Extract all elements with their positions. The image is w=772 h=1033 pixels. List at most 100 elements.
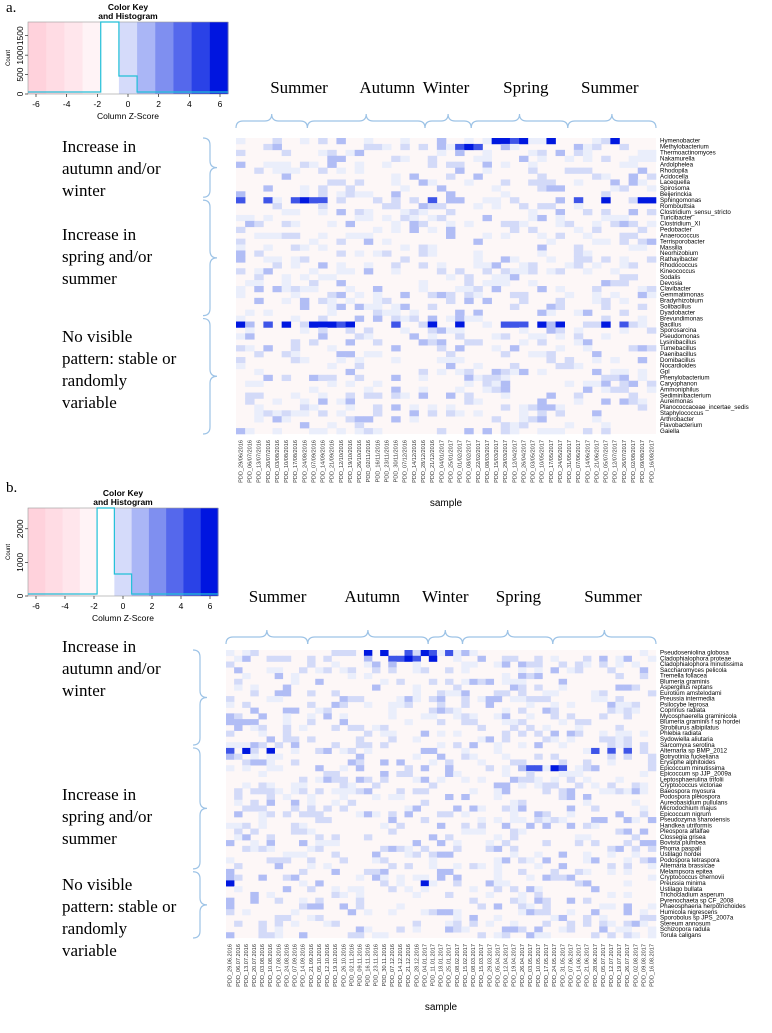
heatmap-cell bbox=[500, 404, 511, 411]
heatmap-cell bbox=[637, 357, 648, 364]
heatmap-cell bbox=[582, 868, 592, 875]
heatmap-cell bbox=[327, 297, 337, 305]
heatmap-cell bbox=[509, 291, 520, 299]
row-label: Spirosoma bbox=[660, 185, 690, 192]
heatmap-cell bbox=[234, 684, 243, 691]
heatmap-cell bbox=[628, 173, 639, 180]
heatmap-cell bbox=[615, 736, 624, 743]
heatmap-cell bbox=[445, 920, 454, 927]
heatmap-cell bbox=[409, 333, 419, 340]
heatmap-cell bbox=[372, 315, 383, 322]
heatmap-cell bbox=[564, 155, 575, 162]
heatmap-cell bbox=[619, 398, 629, 405]
heatmap-cell bbox=[628, 392, 639, 399]
heatmap-cell bbox=[315, 914, 324, 922]
heatmap-cell bbox=[282, 874, 292, 881]
heatmap-cell bbox=[599, 817, 608, 824]
heatmap-cell bbox=[573, 256, 584, 263]
heatmap-cell bbox=[418, 339, 429, 346]
heatmap-cell bbox=[427, 179, 438, 186]
heatmap-cell bbox=[363, 303, 374, 310]
heatmap-cell bbox=[436, 291, 447, 299]
heatmap-cell bbox=[380, 822, 389, 829]
heatmap-cell bbox=[518, 857, 527, 864]
heatmap-cell bbox=[355, 811, 365, 818]
heatmap-cell bbox=[299, 410, 310, 417]
heatmap-cell bbox=[566, 770, 576, 778]
heatmap-cell bbox=[464, 286, 474, 293]
heatmap-cell bbox=[628, 274, 639, 281]
heatmap-cell bbox=[637, 286, 648, 293]
row-label: Stereum annosum bbox=[660, 920, 711, 927]
heatmap-cell bbox=[428, 707, 438, 714]
heatmap-cell bbox=[412, 650, 422, 657]
heatmap-cell bbox=[537, 149, 547, 157]
column-label: PDD_03/08/2016 bbox=[275, 440, 281, 483]
heatmap-cell bbox=[558, 817, 568, 824]
group-label: autumn and/or bbox=[62, 659, 161, 678]
heatmap-cell bbox=[526, 713, 535, 720]
heatmap-cell bbox=[501, 765, 511, 772]
key-xtick-label: 2 bbox=[150, 601, 155, 611]
heatmap-cell bbox=[263, 197, 273, 204]
heatmap-cell bbox=[491, 280, 502, 287]
heatmap-cell bbox=[445, 834, 454, 841]
heatmap-cell bbox=[631, 782, 641, 789]
heatmap-cell bbox=[258, 822, 267, 829]
heatmap-cell bbox=[558, 661, 568, 668]
heatmap-cell bbox=[388, 701, 397, 708]
heatmap-cell bbox=[436, 138, 447, 145]
heatmap-cell bbox=[299, 880, 308, 887]
heatmap-cell bbox=[546, 428, 556, 435]
heatmap-cell bbox=[263, 232, 273, 239]
heatmap-cell bbox=[299, 776, 308, 783]
heatmap-cell bbox=[299, 422, 310, 429]
heatmap-cell bbox=[477, 932, 486, 939]
heatmap-cell bbox=[623, 701, 632, 708]
row-label: Aureobasidium pullulans bbox=[660, 799, 727, 806]
heatmap-cell bbox=[420, 845, 430, 852]
row-label: Hymenobacter bbox=[660, 138, 700, 145]
heatmap-cell bbox=[555, 149, 565, 157]
heatmap-cell bbox=[245, 321, 255, 328]
heatmap-cell bbox=[254, 268, 264, 275]
heatmap-cell bbox=[550, 701, 559, 708]
season-brace bbox=[552, 629, 657, 645]
heatmap-cell bbox=[427, 203, 438, 210]
heatmap-cell bbox=[599, 713, 608, 720]
heatmap-cell bbox=[639, 805, 649, 812]
heatmap-cell bbox=[469, 742, 478, 749]
heatmap-cell bbox=[307, 886, 316, 893]
heatmap-cell bbox=[345, 185, 355, 192]
heatmap-cell bbox=[254, 351, 264, 358]
heatmap-cell bbox=[331, 891, 340, 898]
column-label: PDD_26.04.2017 bbox=[520, 944, 526, 987]
heatmap-cell bbox=[534, 696, 543, 703]
heatmap-cell bbox=[599, 788, 608, 795]
heatmap-cell bbox=[282, 655, 292, 662]
heatmap-cell bbox=[355, 736, 365, 743]
heatmap-cell bbox=[427, 333, 438, 340]
heatmap-cell bbox=[464, 280, 474, 287]
heatmap-cell bbox=[461, 753, 470, 760]
heatmap-cell bbox=[245, 398, 255, 405]
heatmap-cell bbox=[537, 214, 547, 222]
row-label: Bacillus bbox=[660, 321, 681, 328]
heatmap-cell bbox=[318, 203, 328, 210]
row-label: Caryophanon bbox=[660, 380, 698, 387]
heatmap-cell bbox=[623, 684, 632, 691]
heatmap-cell bbox=[323, 655, 332, 662]
heatmap-cell bbox=[607, 667, 616, 674]
heatmap-cell bbox=[309, 268, 319, 275]
column-label: PDD_05/07/2017 bbox=[604, 440, 610, 483]
heatmap-cell bbox=[372, 874, 381, 881]
heatmap-cell bbox=[318, 232, 328, 239]
heatmap-cell bbox=[266, 765, 275, 772]
heatmap-cell bbox=[453, 713, 462, 720]
heatmap-cell bbox=[339, 794, 348, 801]
heatmap-cell bbox=[537, 428, 547, 435]
heatmap-cell bbox=[509, 684, 519, 691]
heatmap-cell bbox=[242, 765, 251, 772]
heatmap-cell bbox=[354, 303, 365, 310]
heatmap-cell bbox=[546, 179, 556, 186]
